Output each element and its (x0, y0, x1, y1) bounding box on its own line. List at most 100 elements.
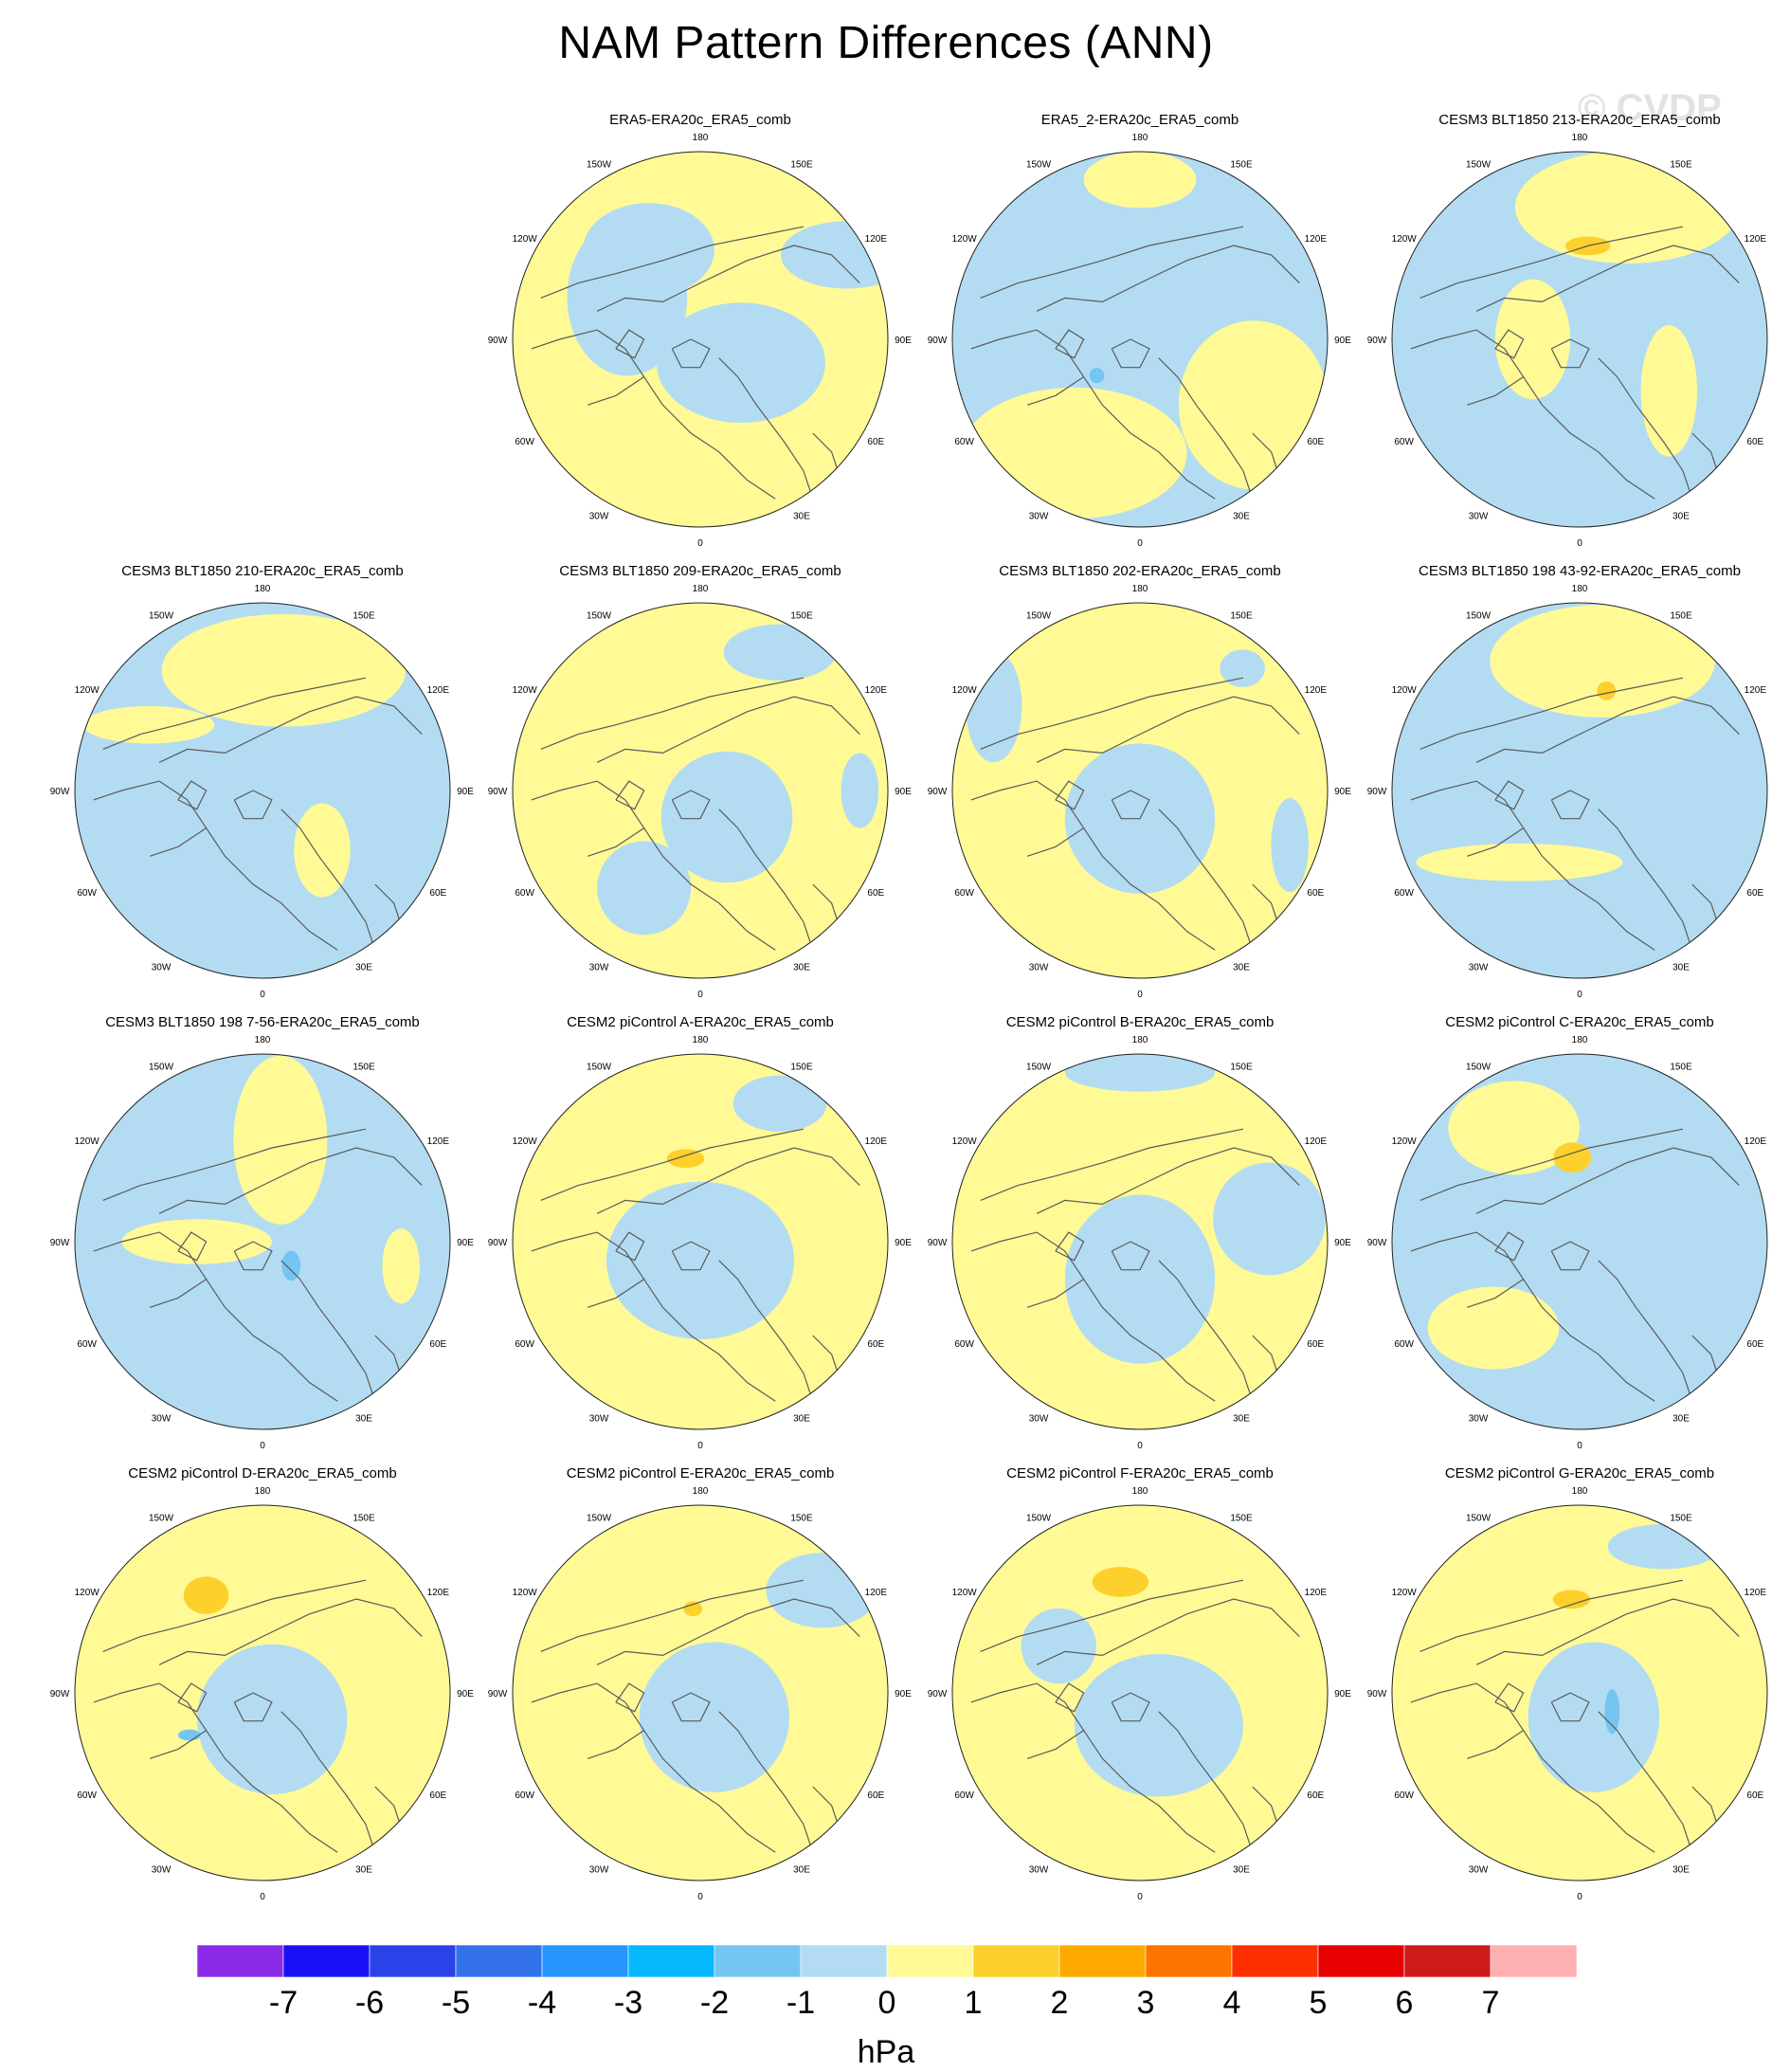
longitude-label: 120W (1392, 1588, 1418, 1598)
anomaly-region (1448, 1081, 1580, 1175)
coastline (1598, 1260, 1693, 1402)
longitude-label: 30W (1469, 511, 1489, 521)
longitude-label: 60W (77, 1790, 97, 1801)
longitude-label: 60W (954, 1790, 974, 1801)
longitude-label: 120W (75, 685, 100, 696)
longitude-label: 120E (427, 685, 450, 696)
anomaly-region (1597, 681, 1617, 700)
longitude-label: 120W (513, 1136, 538, 1147)
longitude-label: 30W (152, 1413, 172, 1424)
longitude-label: 0 (1137, 538, 1143, 549)
coastline (158, 1598, 423, 1665)
coastline (1494, 1682, 1525, 1713)
longitude-label: 150E (1230, 1063, 1253, 1073)
map-panel: CESM2 piControl A-ERA20c_ERA5_comb 180 150… (481, 1014, 919, 1460)
coastline (280, 809, 376, 951)
anomaly-region (766, 1553, 879, 1628)
coastline (671, 790, 711, 820)
longitude-label: 90E (1334, 1689, 1351, 1699)
longitude-label: 0 (260, 1441, 265, 1451)
longitude-label: 120W (1392, 685, 1418, 696)
panel-title: CESM2 piControl E-ERA20c_ERA5_comb (566, 1465, 835, 1481)
coastline (980, 1579, 1244, 1652)
longitude-label: 90W (488, 1238, 508, 1248)
longitude-label: 30E (1233, 511, 1250, 521)
colorbar-tick-label: 5 (1310, 1985, 1328, 2021)
coastline (1494, 1231, 1525, 1262)
coastline (1550, 790, 1590, 820)
map-border (951, 602, 1329, 979)
longitude-label: 30W (152, 962, 172, 972)
anomaly-region (177, 1729, 201, 1741)
longitude-label: 60E (1307, 1790, 1324, 1801)
coastline (1055, 1682, 1085, 1713)
coastline (1410, 1231, 1525, 1308)
longitude-label: 60W (954, 888, 974, 899)
colorbar-tick-label: 1 (965, 1985, 983, 2021)
longitude-label: 90W (50, 787, 70, 797)
coastline (280, 1260, 376, 1402)
coastline (158, 696, 423, 763)
longitude-label: 150W (1466, 1063, 1492, 1073)
panel-title: CESM3 BLT1850 198 7-56-ERA20c_ERA5_comb (105, 1014, 420, 1030)
longitude-label: 120W (952, 1136, 978, 1147)
longitude-label: 30E (1233, 1864, 1250, 1875)
longitude-label: 90W (928, 1238, 948, 1248)
longitude-label: 30W (1029, 1864, 1049, 1875)
longitude-label: 150W (587, 1514, 612, 1524)
longitude-label: 60W (1394, 888, 1414, 899)
colorbar-swatch (1058, 1944, 1147, 1978)
coastline (1055, 780, 1085, 810)
coastline (1475, 696, 1740, 763)
map-border (1391, 602, 1768, 979)
coastline (718, 809, 814, 951)
coastline (93, 1231, 208, 1308)
colorbar-swatch (1317, 1944, 1405, 1978)
coastline (540, 677, 805, 750)
colorbar-tick-label: -7 (269, 1985, 298, 2021)
anomaly-region (1552, 1590, 1591, 1609)
map-border (512, 151, 889, 528)
coastline (671, 1692, 711, 1722)
anomaly-region (1220, 649, 1265, 687)
longitude-label: 60W (1394, 1339, 1414, 1350)
coastline (177, 780, 208, 810)
longitude-label: 30E (793, 511, 810, 521)
map-border (512, 1504, 889, 1881)
anomaly-region (732, 1075, 827, 1132)
coastline (1083, 376, 1216, 500)
longitude-label: 120W (513, 685, 538, 696)
longitude-label: 120E (1305, 234, 1328, 245)
anomaly-region (1416, 844, 1623, 882)
colorbar-swatch (282, 1944, 371, 1978)
panel-title: CESM2 piControl G-ERA20c_ERA5_comb (1444, 1465, 1715, 1481)
longitude-label: 90E (895, 787, 912, 797)
longitude-label: 30W (589, 962, 609, 972)
longitude-label: 30W (1029, 1413, 1049, 1424)
anomaly-region (1490, 605, 1715, 718)
coastline (1419, 226, 1684, 299)
coastline (1419, 677, 1684, 750)
longitude-label: 150W (1466, 1514, 1492, 1524)
longitude-label: 30W (589, 1864, 609, 1875)
anomaly-region (1178, 320, 1328, 490)
coastline (1523, 827, 1655, 951)
longitude-label: 150W (1026, 1514, 1052, 1524)
coastline (615, 329, 645, 359)
colorbar-tick-label: 0 (878, 1985, 896, 2021)
longitude-label: 90W (928, 1689, 948, 1699)
longitude-label: 90W (488, 336, 508, 346)
anomaly-region (1604, 1689, 1620, 1735)
longitude-label: 120E (865, 1136, 888, 1147)
longitude-label: 90W (488, 1689, 508, 1699)
anomaly-region (1528, 1642, 1660, 1792)
coastline (1158, 1260, 1254, 1402)
longitude-label: 120W (513, 234, 538, 245)
map-border (1391, 1504, 1768, 1881)
